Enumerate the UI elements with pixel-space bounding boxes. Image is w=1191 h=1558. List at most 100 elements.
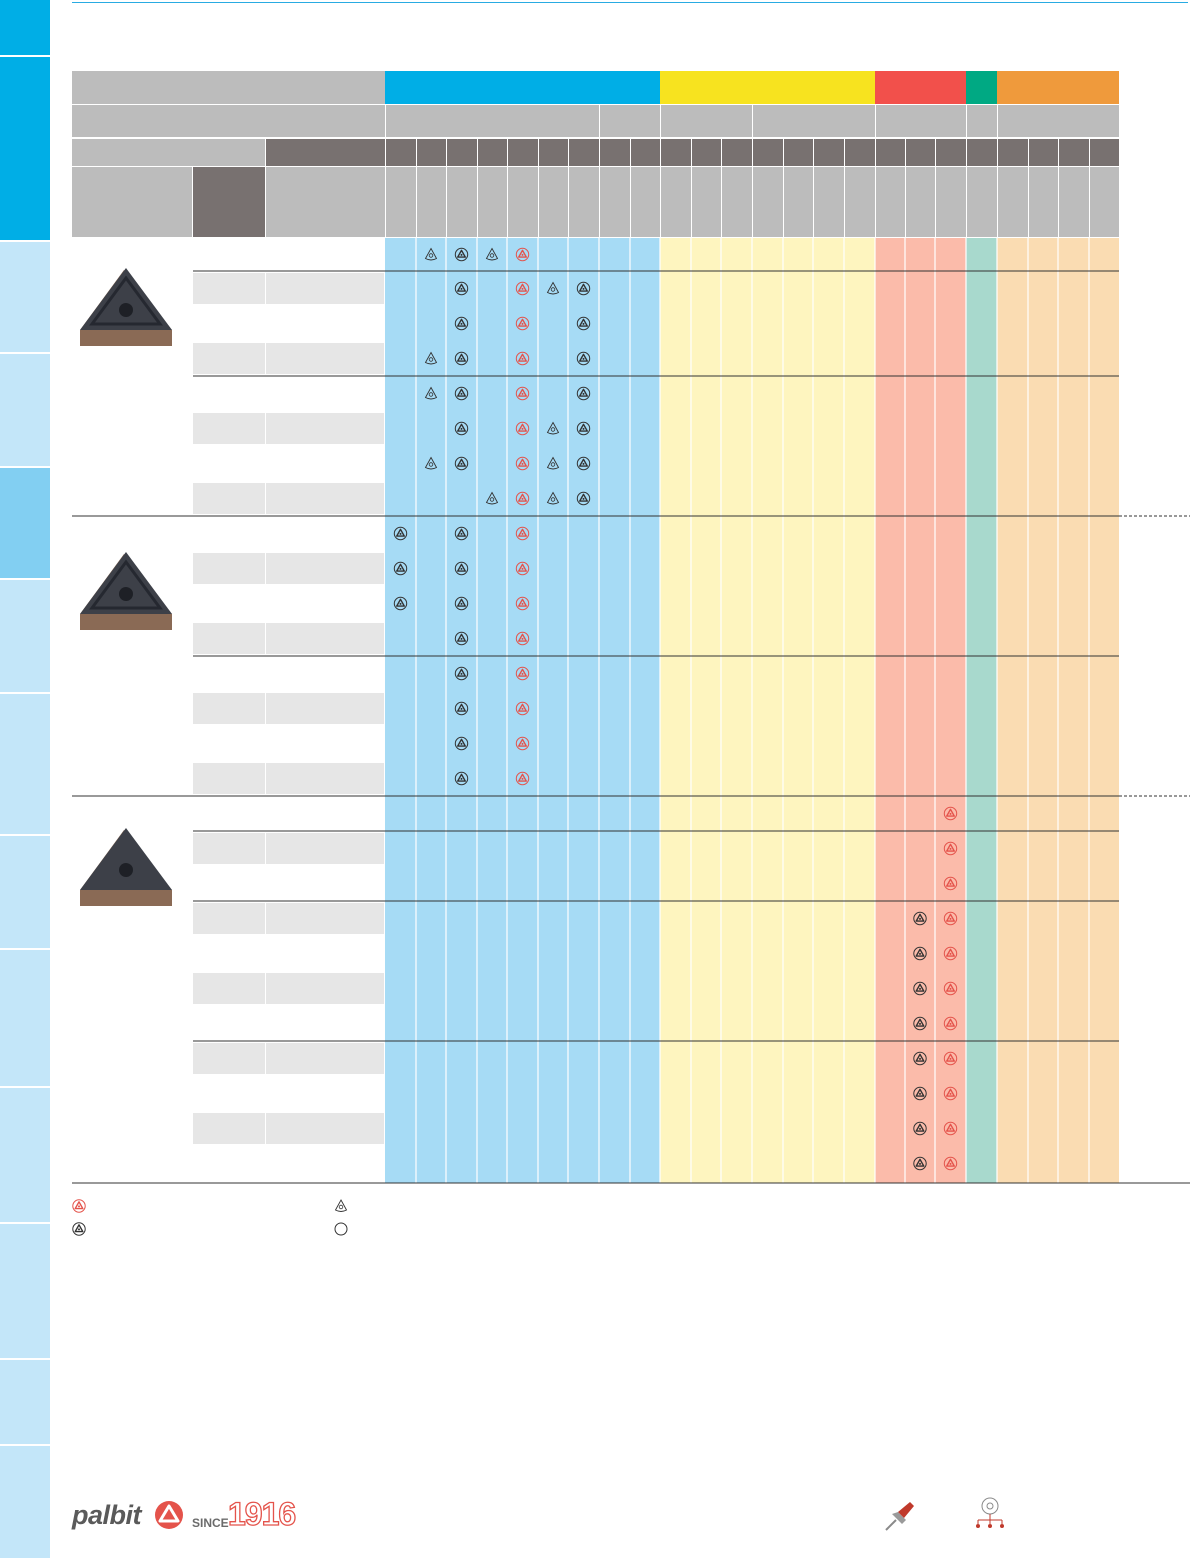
recommended-dark-icon [913,1051,927,1066]
recommended-dark-icon [576,281,591,296]
header-subgroup-3 [600,105,660,137]
brand-logo-text: palbit [72,1500,142,1530]
body-band-col-2 [416,238,446,1183]
recommended-dark-icon [454,526,469,541]
recommended-dark-icon [913,981,927,996]
header-subgroup-1 [72,105,385,137]
body-band-col-16 [844,238,875,1183]
recommended-dark-icon [454,456,469,471]
header-group-k [875,71,966,104]
top-rule [72,2,1188,3]
recommended-dark-icon [454,351,469,366]
header-grade-col-6 [539,167,568,237]
recommended-dark-icon [576,351,591,366]
header-label-cell [72,71,385,104]
row-grade-shade [266,763,384,794]
body-band-col-21 [997,238,1028,1183]
sidebar-tab-12[interactable] [0,1360,50,1444]
first-choice-red-icon [515,247,530,262]
recommended-dark-icon [913,1121,927,1136]
header-col-23 [1059,139,1089,166]
header-col-16 [845,139,875,166]
second-choice-small-icon [334,1199,348,1212]
sidebar-tab-8[interactable] [0,836,50,948]
sidebar-tab-5[interactable] [0,468,50,578]
first-choice-red-icon [515,561,530,576]
header-grade-col-3 [447,167,477,237]
row-grade-shade [266,1043,384,1074]
header-code-cell [72,139,265,166]
sidebar-tab-2[interactable] [0,57,50,240]
recommended-dark-icon [454,386,469,401]
recommended-dark-icon [72,1222,86,1236]
row-code-shade [193,1113,265,1144]
footer-brand: palbit SINCE 1916 [72,1495,312,1538]
sidebar-tab-1[interactable] [0,0,50,55]
sidebar-tab-10[interactable] [0,1088,50,1222]
row-code-shade [193,763,265,794]
first-choice-red-icon [515,421,530,436]
first-choice-red-icon [515,386,530,401]
header-grade-col-12 [722,167,752,237]
header-grade-col-4 [478,167,507,237]
recommended-dark-icon [454,631,469,646]
tnmg-insert-grooved-image [80,268,172,346]
first-choice-red-icon [515,491,530,506]
header-col-5 [508,139,538,166]
header-grade-col-22 [1029,167,1058,237]
body-band-col-6 [538,238,568,1183]
first-choice-red-icon [515,281,530,296]
first-choice-red-icon [515,526,530,541]
header-grade-col-8 [600,167,630,237]
sidebar-tab-13[interactable] [0,1446,50,1558]
body-band-col-4 [477,238,507,1183]
header-subgroup-5 [753,105,875,137]
row-code-shade [193,1043,265,1074]
body-band-col-23 [1058,238,1089,1183]
sidebar-tab-3[interactable] [0,242,50,352]
first-choice-red-icon [515,666,530,681]
header-col-17 [876,139,905,166]
row-code-shade [193,553,265,584]
header-grade-col-5 [508,167,538,237]
header-designation-cell [72,167,192,237]
first-choice-red-icon [515,596,530,611]
header-grade-col-9 [631,167,660,237]
sidebar-tab-7[interactable] [0,694,50,834]
header-col-18 [906,139,935,166]
header-col-13 [753,139,783,166]
row-code-shade [193,623,265,654]
recommended-dark-icon [393,526,408,541]
sidebar-tab-4[interactable] [0,354,50,466]
body-band-col-20 [966,238,997,1183]
header-subgroup-2 [386,105,599,137]
body-band-col-8 [599,238,630,1183]
body-band-col-11 [691,238,721,1183]
row-code-shade [193,903,265,934]
recommended-dark-icon [454,316,469,331]
second-choice-small-icon [485,247,499,261]
sidebar-tab-9[interactable] [0,950,50,1086]
row-grade-shade [266,833,384,864]
sidebar-tab-11[interactable] [0,1224,50,1358]
first-choice-red-icon [943,876,958,891]
recommended-dark-icon [913,1016,927,1031]
recommended-dark-icon [454,561,469,576]
header-grade-col-2 [417,167,446,237]
first-choice-red-icon [943,1121,958,1136]
header-grade-col-10 [661,167,691,237]
first-choice-red-icon [943,1016,958,1031]
header-grade-col-18 [906,167,935,237]
row-grade-shade [266,693,384,724]
row-grade-shade [266,1113,384,1144]
row-grade-shade [266,623,384,654]
first-choice-red-icon [515,771,530,786]
first-choice-red-icon [515,631,530,646]
recommended-dark-icon [393,561,408,576]
body-band-col-24 [1089,238,1119,1183]
body-band-col-15 [813,238,844,1183]
sidebar-tab-6[interactable] [0,580,50,692]
recommended-dark-icon [454,421,469,436]
first-choice-red-icon [943,946,958,961]
first-choice-red-icon [943,911,958,926]
